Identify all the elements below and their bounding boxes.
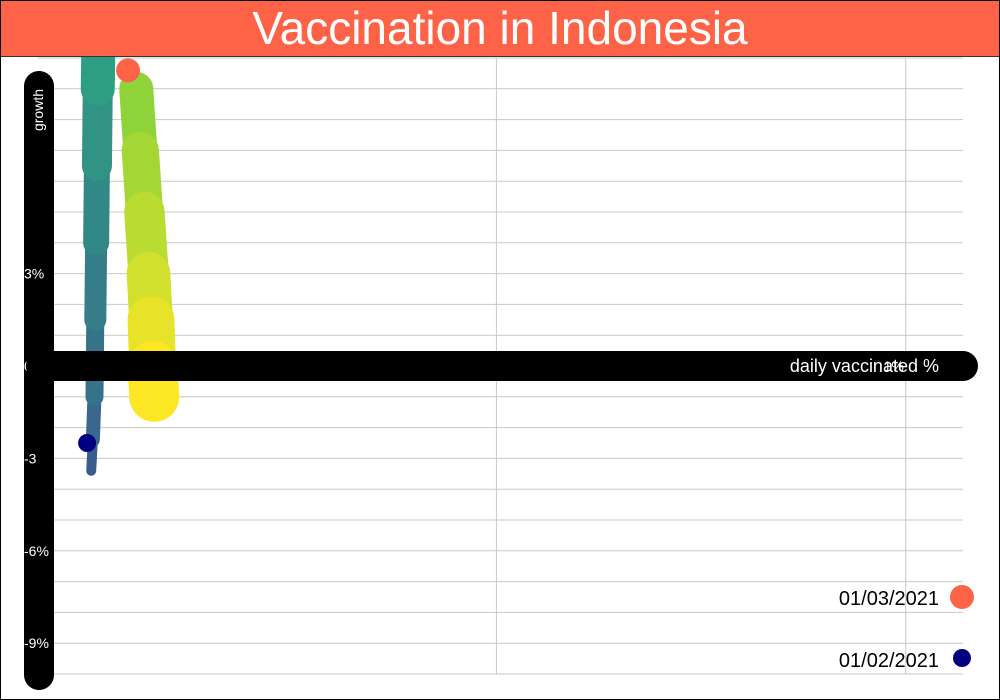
legend-end-marker [950,585,974,609]
x-axis: 1%daily vaccinated % [26,351,978,381]
legend-start-marker [953,649,971,667]
end-marker [116,58,141,83]
legend: 01/03/2021 01/02/2021 [839,585,974,672]
x-tick-label: 1% [884,358,904,374]
x-axis-label: daily vaccinated % [790,356,939,376]
trail-layer [78,10,180,476]
y-tick-label: -9% [24,635,49,651]
y-tick-label: -6% [24,543,49,559]
y-axis-label: growth [30,89,46,131]
legend-start-label: 01/02/2021 [839,650,939,672]
y-tick-label: -3 [24,450,37,466]
chart-title: Vaccination in Indonesia [252,2,748,54]
title-bar: Vaccination in Indonesia [1,1,999,57]
start-marker [78,434,97,452]
y-tick-label: 3% [24,266,44,282]
legend-end-label: 01/03/2021 [839,588,939,610]
